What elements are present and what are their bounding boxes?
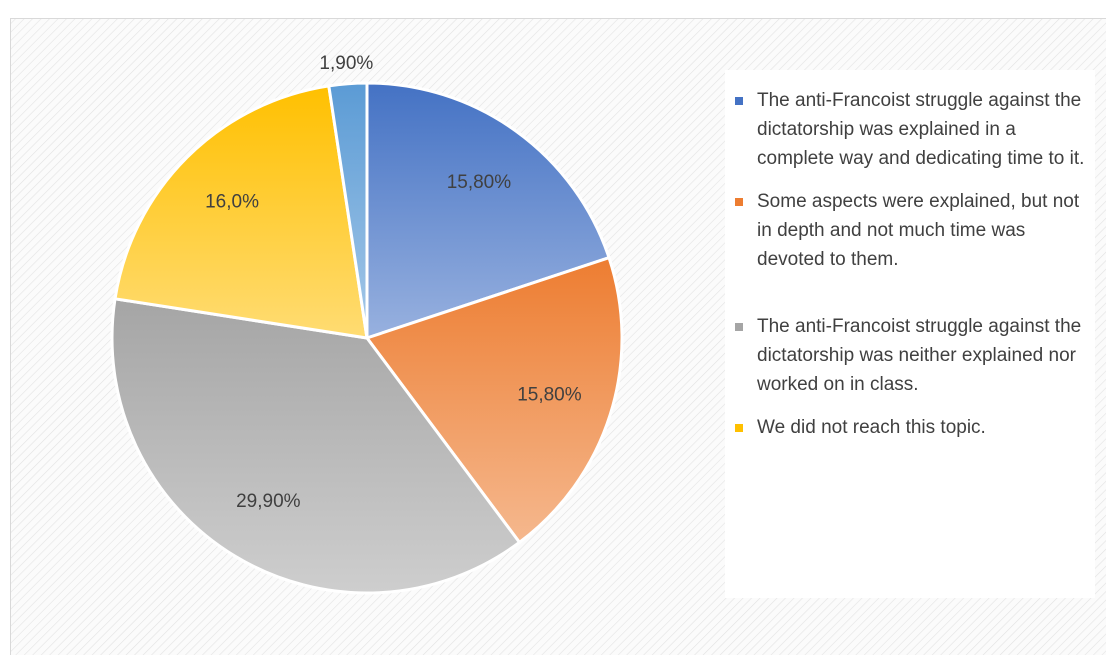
pie-slice xyxy=(365,81,611,341)
legend-label: The anti-Francoist struggle against the … xyxy=(757,316,1082,395)
legend-entry: The anti-Francoist struggle against the … xyxy=(735,312,1087,399)
legend: The anti-Francoist struggle against the … xyxy=(725,70,1095,598)
legend-label: The anti-Francoist struggle against the … xyxy=(757,90,1085,169)
data-label: 15,80% xyxy=(517,384,582,405)
pie-slice xyxy=(364,255,624,545)
legend-swatch xyxy=(735,97,743,105)
pie-slice xyxy=(110,297,522,595)
legend-label: We did not reach this topic. xyxy=(757,417,986,438)
data-label: 29,90% xyxy=(236,491,301,512)
data-label: 1,90% xyxy=(319,53,373,74)
data-label: 15,80% xyxy=(447,172,512,193)
legend-swatch xyxy=(735,424,743,432)
pie-slice xyxy=(113,84,369,340)
legend-entry: The anti-Francoist struggle against the … xyxy=(735,86,1087,173)
legend-entry: Some aspects were explained, but not in … xyxy=(735,187,1087,274)
legend-swatch xyxy=(735,323,743,331)
pie-slice xyxy=(327,81,369,339)
legend-entry: We did not reach this topic. xyxy=(735,413,1087,442)
legend-label: Some aspects were explained, but not in … xyxy=(757,191,1080,270)
legend-swatch xyxy=(735,198,743,206)
data-label: 16,0% xyxy=(205,192,259,213)
